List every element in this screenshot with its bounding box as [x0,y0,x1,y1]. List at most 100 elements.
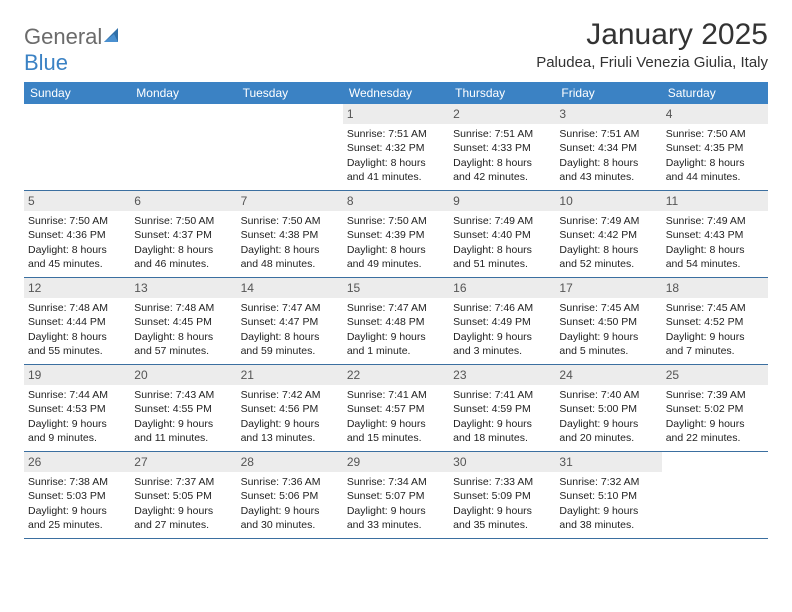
sunrise-line: Sunrise: 7:50 AM [134,214,232,228]
day-number: 14 [237,278,343,298]
sunset-line: Sunset: 5:10 PM [559,489,657,503]
sunrise-line: Sunrise: 7:50 AM [347,214,445,228]
sunrise-line: Sunrise: 7:49 AM [666,214,764,228]
day-cell: 16Sunrise: 7:46 AMSunset: 4:49 PMDayligh… [449,278,555,364]
weeks-container: 1Sunrise: 7:51 AMSunset: 4:32 PMDaylight… [24,104,768,539]
daylight-line: Daylight: 8 hours and 45 minutes. [28,243,126,271]
dow-saturday: Saturday [662,82,768,104]
day-number: 7 [237,191,343,211]
daylight-line: Daylight: 8 hours and 43 minutes. [559,156,657,184]
day-cell: 5Sunrise: 7:50 AMSunset: 4:36 PMDaylight… [24,191,130,277]
day-number: 31 [555,452,661,472]
day-cell: 10Sunrise: 7:49 AMSunset: 4:42 PMDayligh… [555,191,661,277]
daylight-line: Daylight: 9 hours and 5 minutes. [559,330,657,358]
daylight-line: Daylight: 9 hours and 15 minutes. [347,417,445,445]
day-number: 26 [24,452,130,472]
sunset-line: Sunset: 5:03 PM [28,489,126,503]
daylight-line: Daylight: 8 hours and 42 minutes. [453,156,551,184]
logo-word-2: Blue [24,50,68,75]
day-number: 18 [662,278,768,298]
daylight-line: Daylight: 9 hours and 35 minutes. [453,504,551,532]
sunrise-line: Sunrise: 7:37 AM [134,475,232,489]
day-number: 23 [449,365,555,385]
week-row: 12Sunrise: 7:48 AMSunset: 4:44 PMDayligh… [24,278,768,365]
day-cell: 18Sunrise: 7:45 AMSunset: 4:52 PMDayligh… [662,278,768,364]
day-number: 4 [662,104,768,124]
day-cell: 1Sunrise: 7:51 AMSunset: 4:32 PMDaylight… [343,104,449,190]
daylight-line: Daylight: 8 hours and 55 minutes. [28,330,126,358]
dow-friday: Friday [555,82,661,104]
sunrise-line: Sunrise: 7:51 AM [347,127,445,141]
logo-word-1: General [24,24,102,49]
sunset-line: Sunset: 4:57 PM [347,402,445,416]
daylight-line: Daylight: 9 hours and 20 minutes. [559,417,657,445]
sunrise-line: Sunrise: 7:48 AM [28,301,126,315]
sunrise-line: Sunrise: 7:50 AM [241,214,339,228]
day-number: 25 [662,365,768,385]
daylight-line: Daylight: 9 hours and 1 minute. [347,330,445,358]
sunset-line: Sunset: 4:50 PM [559,315,657,329]
day-number: 24 [555,365,661,385]
sunset-line: Sunset: 4:52 PM [666,315,764,329]
logo: General Blue [24,24,122,76]
day-cell: 30Sunrise: 7:33 AMSunset: 5:09 PMDayligh… [449,452,555,538]
day-cell: 19Sunrise: 7:44 AMSunset: 4:53 PMDayligh… [24,365,130,451]
day-cell: 3Sunrise: 7:51 AMSunset: 4:34 PMDaylight… [555,104,661,190]
day-number: 16 [449,278,555,298]
sunrise-line: Sunrise: 7:32 AM [559,475,657,489]
dow-sunday: Sunday [24,82,130,104]
sunset-line: Sunset: 4:37 PM [134,228,232,242]
daylight-line: Daylight: 8 hours and 59 minutes. [241,330,339,358]
daylight-line: Daylight: 9 hours and 30 minutes. [241,504,339,532]
sunset-line: Sunset: 5:02 PM [666,402,764,416]
sunset-line: Sunset: 4:55 PM [134,402,232,416]
sunrise-line: Sunrise: 7:34 AM [347,475,445,489]
day-number: 6 [130,191,236,211]
day-of-week-row: SundayMondayTuesdayWednesdayThursdayFrid… [24,82,768,104]
header: General Blue January 2025 Paludea, Friul… [24,18,768,76]
dow-wednesday: Wednesday [343,82,449,104]
daylight-line: Daylight: 9 hours and 18 minutes. [453,417,551,445]
day-number: 19 [24,365,130,385]
sunset-line: Sunset: 5:09 PM [453,489,551,503]
sunset-line: Sunset: 4:43 PM [666,228,764,242]
location: Paludea, Friuli Venezia Giulia, Italy [536,54,768,71]
sunset-line: Sunset: 4:49 PM [453,315,551,329]
day-number: 20 [130,365,236,385]
day-number: 9 [449,191,555,211]
sunrise-line: Sunrise: 7:47 AM [347,301,445,315]
sunset-line: Sunset: 4:44 PM [28,315,126,329]
sunrise-line: Sunrise: 7:36 AM [241,475,339,489]
day-number: 29 [343,452,449,472]
sunrise-line: Sunrise: 7:38 AM [28,475,126,489]
daylight-line: Daylight: 8 hours and 51 minutes. [453,243,551,271]
day-cell: 13Sunrise: 7:48 AMSunset: 4:45 PMDayligh… [130,278,236,364]
day-cell: 23Sunrise: 7:41 AMSunset: 4:59 PMDayligh… [449,365,555,451]
sunset-line: Sunset: 4:53 PM [28,402,126,416]
sunrise-line: Sunrise: 7:45 AM [559,301,657,315]
sunrise-line: Sunrise: 7:46 AM [453,301,551,315]
sunset-line: Sunset: 5:00 PM [559,402,657,416]
dow-tuesday: Tuesday [237,82,343,104]
daylight-line: Daylight: 9 hours and 22 minutes. [666,417,764,445]
day-number: 21 [237,365,343,385]
daylight-line: Daylight: 9 hours and 13 minutes. [241,417,339,445]
dow-thursday: Thursday [449,82,555,104]
daylight-line: Daylight: 8 hours and 48 minutes. [241,243,339,271]
week-row: 19Sunrise: 7:44 AMSunset: 4:53 PMDayligh… [24,365,768,452]
month-title: January 2025 [536,18,768,52]
title-block: January 2025 Paludea, Friuli Venezia Giu… [536,18,768,71]
sunrise-line: Sunrise: 7:49 AM [453,214,551,228]
dow-monday: Monday [130,82,236,104]
day-cell: 12Sunrise: 7:48 AMSunset: 4:44 PMDayligh… [24,278,130,364]
day-cell: 17Sunrise: 7:45 AMSunset: 4:50 PMDayligh… [555,278,661,364]
day-cell: 24Sunrise: 7:40 AMSunset: 5:00 PMDayligh… [555,365,661,451]
sunset-line: Sunset: 5:06 PM [241,489,339,503]
sunrise-line: Sunrise: 7:49 AM [559,214,657,228]
sunset-line: Sunset: 5:07 PM [347,489,445,503]
day-cell: 31 Sunrise: 7:32 AMSunset: 5:10 PMDayligh… [555,452,661,538]
daylight-line: Daylight: 9 hours and 38 minutes. [559,504,657,532]
week-row: 5Sunrise: 7:50 AMSunset: 4:36 PMDaylight… [24,191,768,278]
daylight-line: Daylight: 9 hours and 25 minutes. [28,504,126,532]
sunset-line: Sunset: 5:05 PM [134,489,232,503]
